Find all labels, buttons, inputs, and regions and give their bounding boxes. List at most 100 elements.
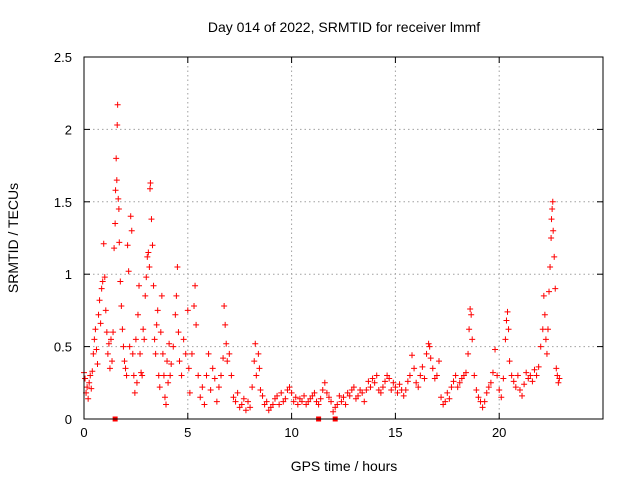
data-point: [404, 378, 411, 385]
data-point: [448, 384, 455, 391]
data-point: [103, 329, 110, 336]
data-point: [549, 206, 556, 213]
data-point: [466, 326, 473, 333]
data-point: [406, 372, 413, 379]
data-point: [467, 305, 474, 312]
data-point: [153, 321, 160, 328]
data-point: [139, 372, 146, 379]
data-point: [498, 394, 505, 401]
data-point: [120, 343, 127, 350]
data-point: [328, 398, 335, 405]
data-point: [311, 389, 318, 396]
data-point: [176, 358, 183, 365]
data-point: [336, 392, 343, 399]
data-point: [87, 372, 94, 379]
data-point: [438, 394, 445, 401]
data-point: [142, 292, 149, 299]
data-point: [141, 336, 148, 343]
data-point: [496, 387, 503, 394]
data-point: [145, 249, 152, 256]
ticks-layer: 0 5 10 15 20 0 0.5 1 1.5 2 2.5: [54, 50, 603, 440]
y-tick-label: 0.5: [54, 340, 72, 355]
data-point: [475, 394, 482, 401]
data-point: [523, 369, 530, 376]
data-point: [127, 213, 134, 220]
data-point: [114, 101, 121, 108]
data-point: [199, 384, 206, 391]
data-point: [546, 288, 553, 295]
data-point: [154, 307, 161, 314]
data-point: [93, 346, 100, 353]
data-point: [242, 407, 249, 414]
data-point: [510, 378, 517, 385]
data-point: [409, 352, 416, 359]
data-point: [450, 378, 457, 385]
data-point: [540, 292, 547, 299]
data-point: [552, 285, 559, 292]
data-point: [158, 292, 165, 299]
data-point: [278, 389, 285, 396]
data-point: [494, 372, 501, 379]
data-point: [152, 350, 159, 357]
data-point: [421, 375, 428, 382]
data-point: [138, 369, 145, 376]
x-tick-label: 5: [184, 425, 191, 440]
data-point: [223, 340, 230, 347]
data-point: [555, 379, 562, 386]
points-layer: [81, 101, 563, 422]
data-point: [164, 358, 171, 365]
data-point: [423, 350, 430, 357]
data-point: [131, 389, 138, 396]
data-point: [155, 372, 162, 379]
data-point: [122, 365, 129, 372]
data-point: [465, 350, 472, 357]
data-point: [323, 389, 330, 396]
data-point: [535, 363, 542, 370]
data-point: [148, 216, 155, 223]
data-point: [489, 369, 496, 376]
data-point: [191, 303, 198, 310]
data-point: [551, 253, 558, 260]
data-point: [382, 378, 389, 385]
data-point: [394, 389, 401, 396]
data-point: [95, 311, 102, 318]
data-point: [192, 282, 199, 289]
data-point: [531, 366, 538, 373]
data-point: [417, 372, 424, 379]
data-point: [321, 379, 328, 386]
data-point: [215, 384, 222, 391]
data-point: [129, 350, 136, 357]
data-point: [252, 340, 259, 347]
data-point: [203, 372, 210, 379]
data-point: [132, 336, 139, 343]
data-point: [167, 372, 174, 379]
data-point: [504, 308, 511, 315]
data-point: [175, 329, 182, 336]
data-point: [222, 321, 229, 328]
data-point: [298, 398, 305, 405]
data-point: [334, 401, 341, 408]
data-point: [133, 379, 140, 386]
data-point: [355, 392, 362, 399]
data-point: [112, 187, 119, 194]
data-point: [521, 381, 528, 388]
data-point: [105, 340, 112, 347]
data-point: [111, 245, 118, 252]
data-point: [386, 375, 393, 382]
data-point: [160, 372, 167, 379]
data-point: [541, 311, 548, 318]
data-point: [159, 350, 166, 357]
data-point: [84, 384, 91, 391]
data-point: [247, 404, 254, 411]
data-point: [213, 398, 220, 405]
data-point: [433, 372, 440, 379]
data-point: [542, 336, 549, 343]
data-point: [547, 263, 554, 270]
x-tick-label: 10: [284, 425, 298, 440]
data-point: [468, 311, 475, 318]
data-point: [245, 398, 252, 405]
data-point: [97, 320, 104, 327]
data-point: [165, 379, 172, 386]
data-point: [109, 358, 116, 365]
